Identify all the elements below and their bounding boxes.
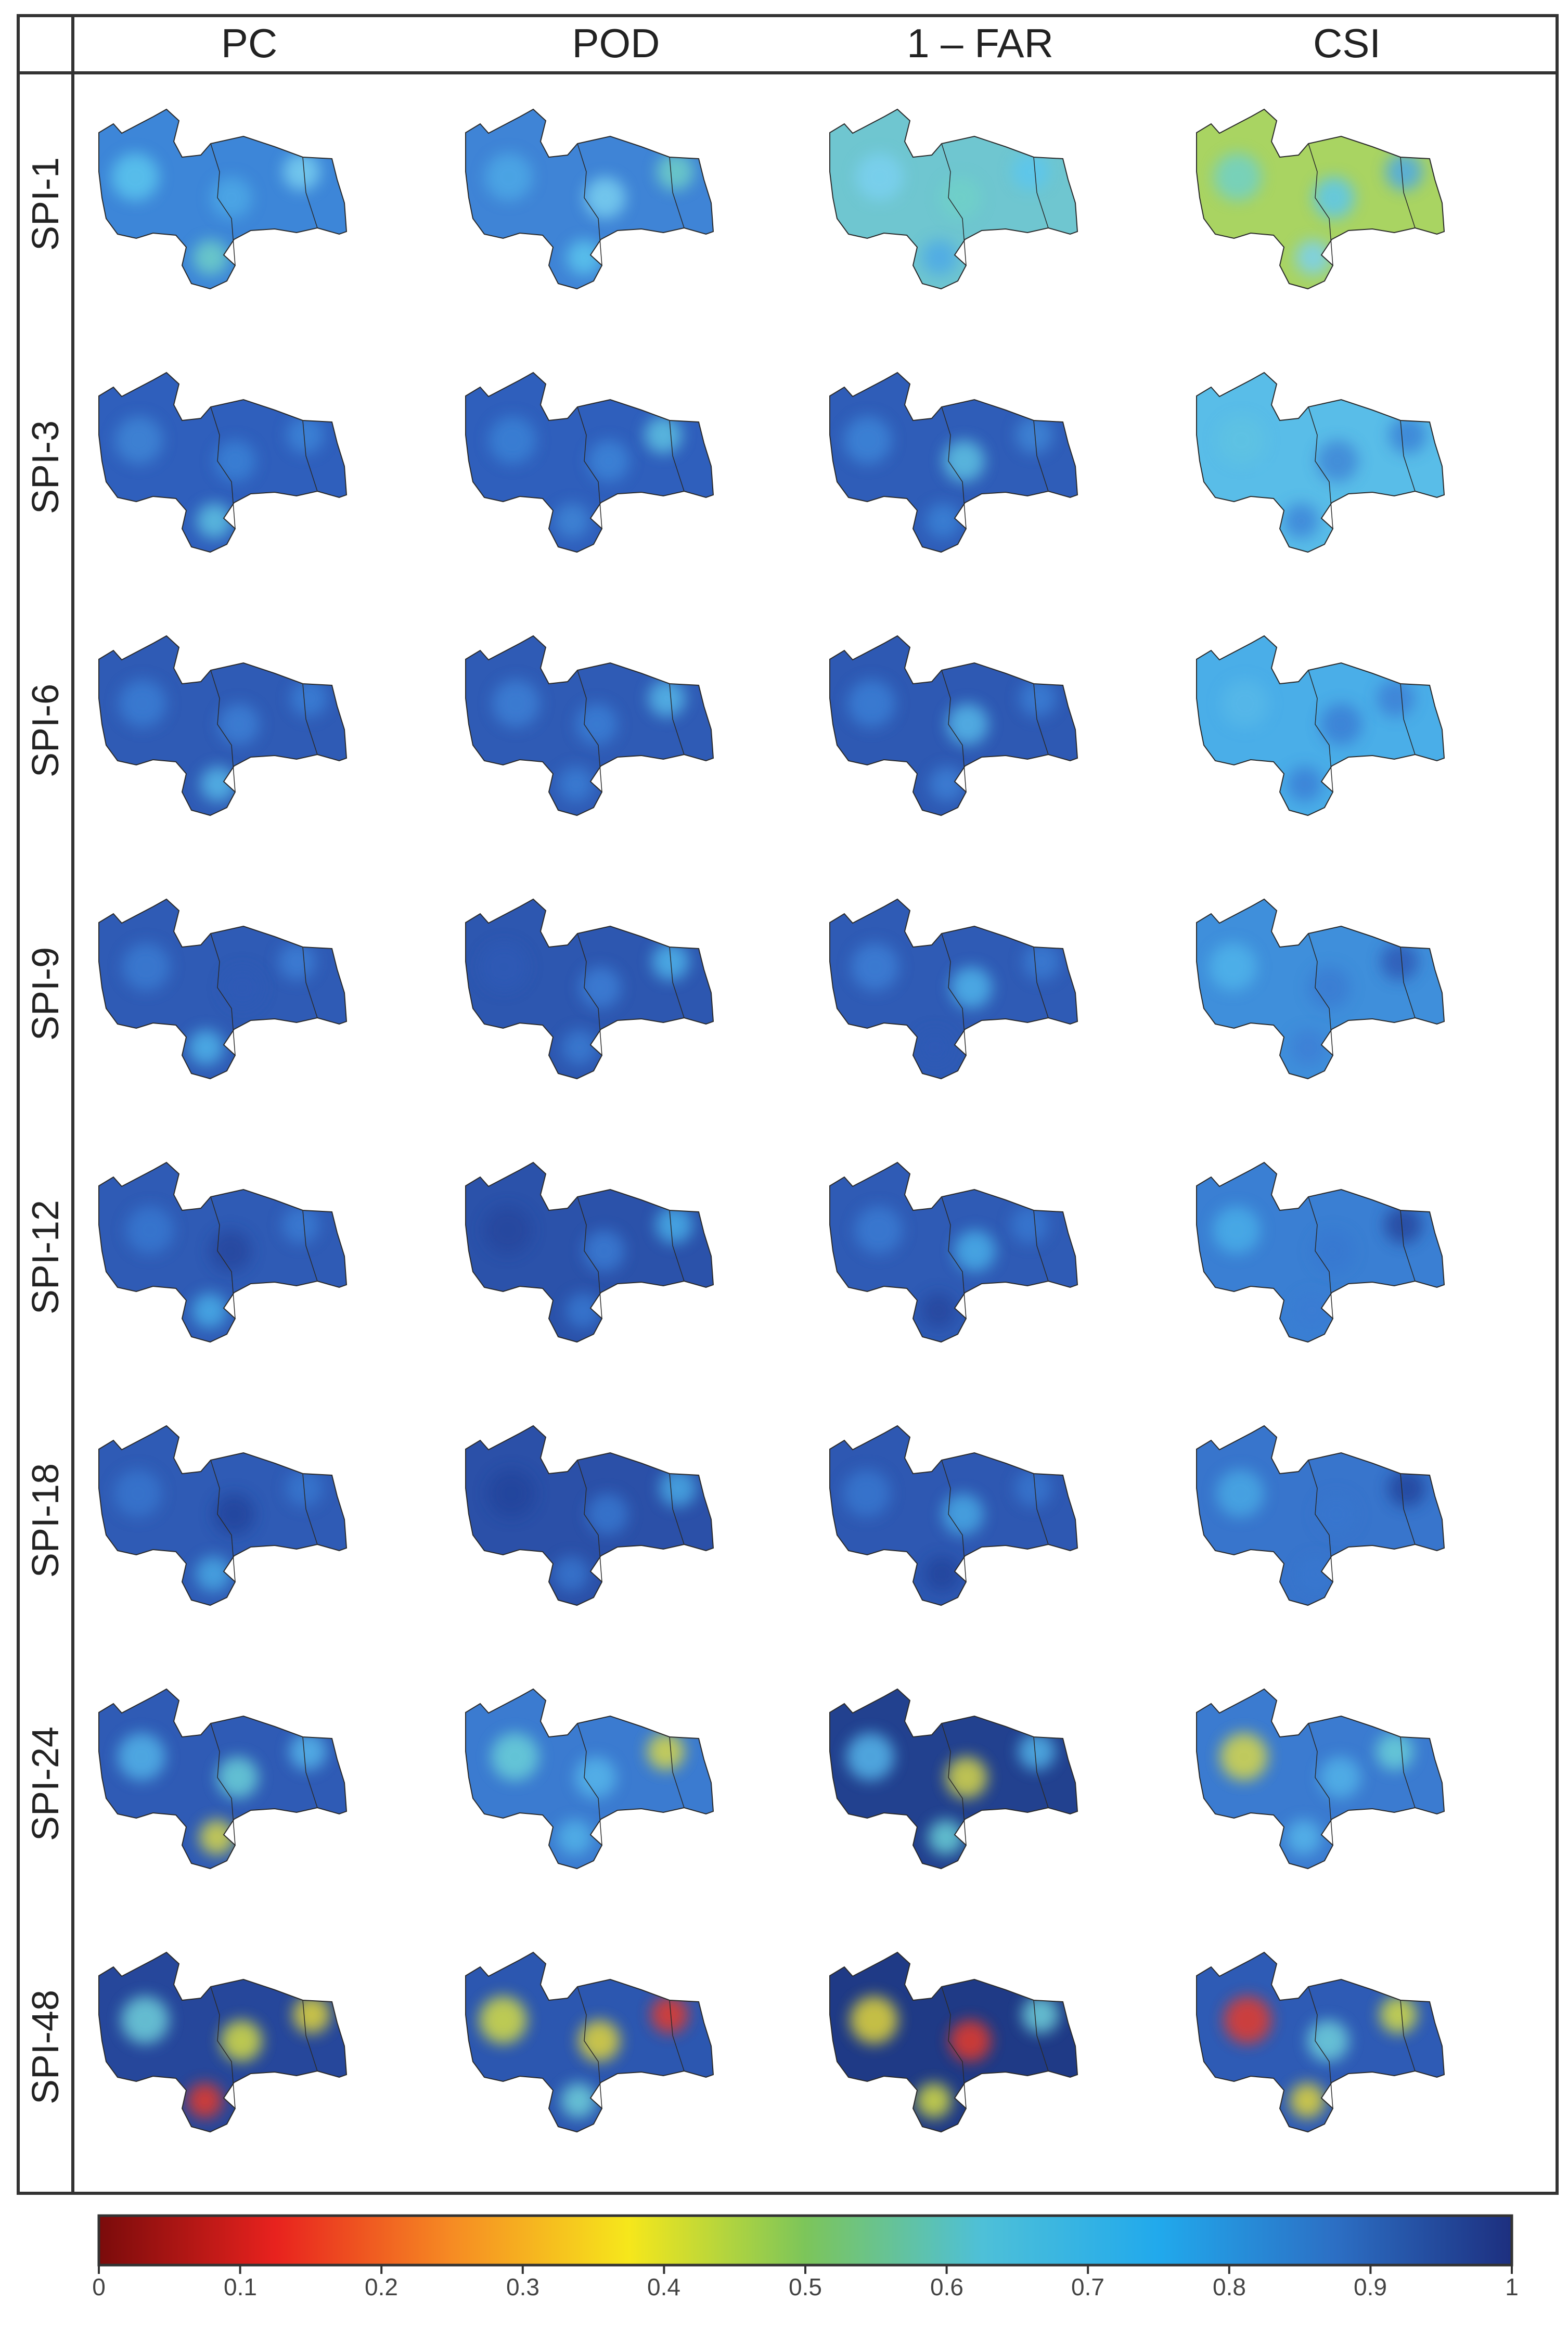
colorbar-tick-label: 0.6: [930, 2273, 963, 2300]
colorbar-gradient: [97, 2214, 1513, 2267]
colorbar-tick-label: 0.9: [1354, 2273, 1387, 2300]
map-panel: [98, 1689, 347, 1869]
map-panel: [1196, 109, 1445, 289]
column-header-csi: CSI: [1313, 20, 1381, 66]
map-panel: [1196, 635, 1445, 816]
map-panel: [465, 899, 714, 1079]
colorbar-tick-label: 0.2: [365, 2273, 398, 2300]
map-panel: [465, 109, 714, 289]
frame-border: [17, 14, 1559, 2195]
maps-layer: [98, 109, 1445, 2132]
colorbar-tick-label: 0.5: [789, 2273, 822, 2300]
map-panel: [829, 109, 1078, 289]
map-panel: [465, 635, 714, 816]
map-panel: [98, 1952, 347, 2132]
map-panel: [98, 899, 347, 1079]
map-panel: [829, 372, 1078, 553]
map-panel: [465, 372, 714, 553]
row-label-spi-18: SPI-18: [25, 1463, 67, 1578]
map-panel: [1196, 899, 1445, 1079]
row-label-spi-9: SPI-9: [25, 947, 67, 1041]
map-panel: [829, 899, 1078, 1079]
map-panel: [1196, 1162, 1445, 1342]
colorbar-tick-label: 0: [92, 2273, 106, 2300]
map-panel: [1196, 1952, 1445, 2132]
colorbar-tick-label: 0.3: [506, 2273, 539, 2300]
map-panel: [465, 1425, 714, 1606]
map-panel: [829, 1162, 1078, 1342]
map-panel: [829, 1689, 1078, 1869]
map-panel: [98, 372, 347, 553]
row-label-spi-1: SPI-1: [25, 157, 67, 251]
map-panel: [829, 1425, 1078, 1606]
map-panel: [1196, 1425, 1445, 1606]
column-header-pod: POD: [572, 20, 660, 66]
row-label-spi-3: SPI-3: [25, 420, 67, 515]
map-panel: [465, 1952, 714, 2132]
map-panel: [829, 1952, 1078, 2132]
column-header-1-far: 1 – FAR: [907, 20, 1053, 66]
map-panel: [465, 1162, 714, 1342]
map-panel: [98, 1162, 347, 1342]
map-panel: [98, 1425, 347, 1606]
colorbar-tick-label: 1: [1505, 2273, 1519, 2300]
row-label-spi-48: SPI-48: [25, 1989, 67, 2105]
colorbar-tick-label: 0.7: [1071, 2273, 1104, 2300]
colorbar-tick-label: 0.4: [647, 2273, 680, 2300]
row-label-spi-12: SPI-12: [25, 1199, 67, 1315]
map-panel: [1196, 372, 1445, 553]
colorbar-tick-label: 0.1: [224, 2273, 257, 2300]
colorbar-tick-label: 0.8: [1213, 2273, 1246, 2300]
map-panel: [98, 635, 347, 816]
map-panel: [465, 1689, 714, 1869]
map-panel: [829, 635, 1078, 816]
row-label-spi-6: SPI-6: [25, 683, 67, 778]
column-header-pc: PC: [221, 20, 278, 66]
map-panel: [1196, 1689, 1445, 1869]
row-label-spi-24: SPI-24: [25, 1726, 67, 1842]
colorbar: [97, 2214, 1513, 2274]
map-panel: [98, 109, 347, 289]
